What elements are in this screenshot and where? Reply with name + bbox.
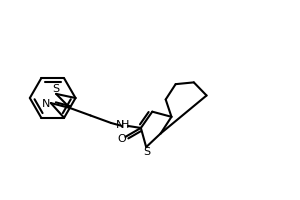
Text: S: S [52, 84, 60, 94]
Text: N: N [116, 120, 124, 130]
Text: N: N [42, 99, 50, 109]
Text: O: O [117, 134, 126, 144]
Text: S: S [144, 147, 151, 157]
Text: H: H [121, 120, 129, 130]
